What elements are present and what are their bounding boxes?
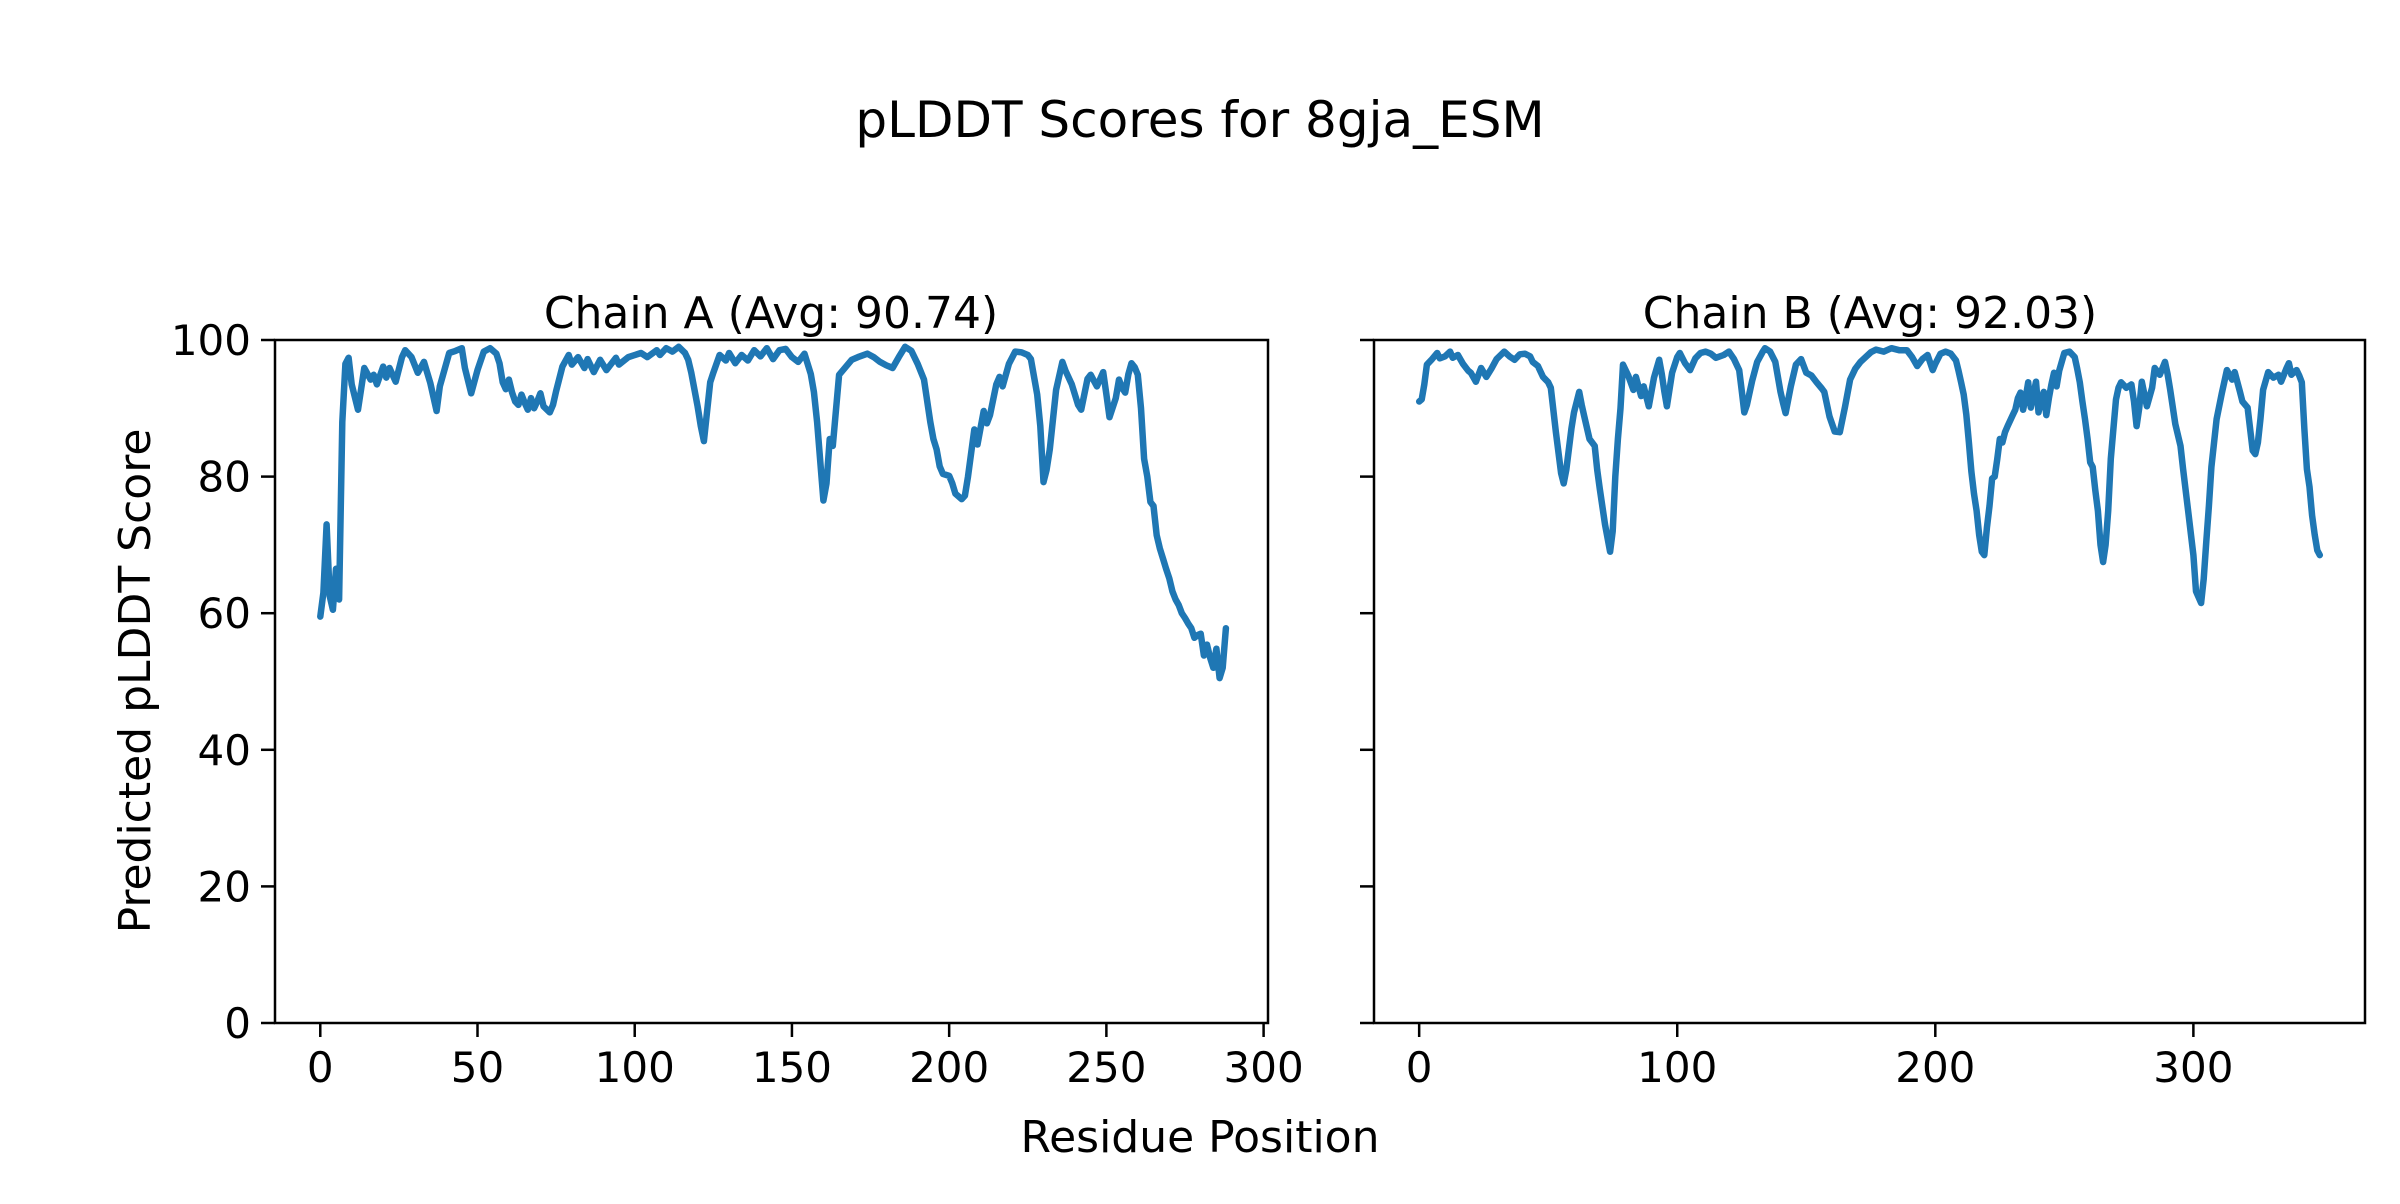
y-tick-label: 40 bbox=[198, 726, 251, 775]
plddt-line-chain-a bbox=[317, 343, 1230, 682]
axes-spines bbox=[1372, 338, 2367, 1025]
x-tick-label: 300 bbox=[2153, 1043, 2233, 1092]
x-tick-label: 100 bbox=[1637, 1043, 1717, 1092]
x-tick-label: 150 bbox=[752, 1043, 832, 1092]
figure-title: pLDDT Scores for 8gja_ESM bbox=[855, 91, 1544, 149]
x-tick-label: 100 bbox=[595, 1043, 675, 1092]
y-tick-label: 100 bbox=[171, 316, 251, 365]
subplot-a-title: Chain A (Avg: 90.74) bbox=[544, 288, 998, 339]
axes-spines bbox=[273, 338, 1270, 1025]
subplot-chain-b: 0 100 200 300 bbox=[1360, 338, 2367, 1092]
y-axis-label: Predicted pLDDT Score bbox=[110, 429, 161, 934]
y-tick-label: 20 bbox=[198, 862, 251, 911]
y-tick-label: 80 bbox=[198, 453, 251, 502]
x-tick-label: 200 bbox=[1895, 1043, 1975, 1092]
y-tick-label: 60 bbox=[198, 589, 251, 638]
plddt-line-chain-b bbox=[1415, 344, 2324, 607]
x-tick-label: 0 bbox=[307, 1043, 334, 1092]
x-tick-label: 50 bbox=[451, 1043, 504, 1092]
subplot-chain-a: 0 50 100 150 200 250 300 0 20 40 60 80 100 bbox=[171, 316, 1304, 1092]
subplot-b-title: Chain B (Avg: 92.03) bbox=[1643, 288, 2097, 339]
x-tick-label: 250 bbox=[1066, 1043, 1146, 1092]
x-tick-label: 0 bbox=[1406, 1043, 1433, 1092]
y-tick-label: 0 bbox=[224, 999, 251, 1048]
x-axis-label: Residue Position bbox=[1020, 1112, 1379, 1163]
x-tick-label: 300 bbox=[1224, 1043, 1304, 1092]
x-tick-label: 200 bbox=[909, 1043, 989, 1092]
